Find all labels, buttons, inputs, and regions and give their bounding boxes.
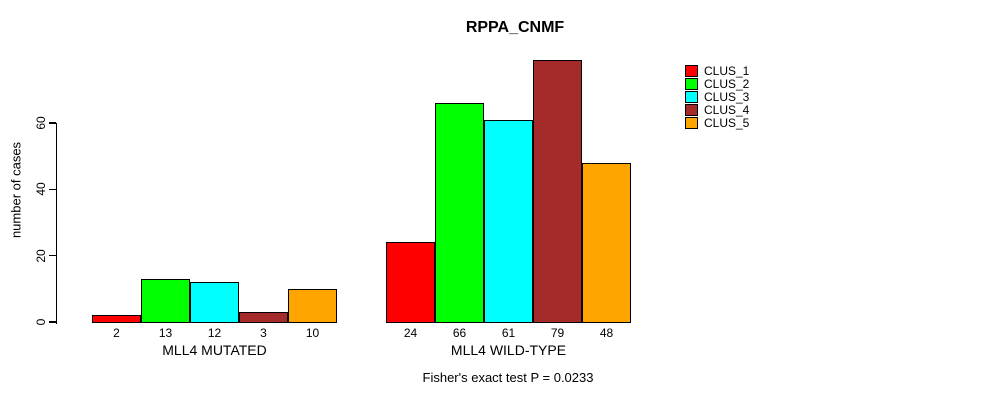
bar-value-label: 3 — [260, 326, 267, 340]
legend-label: CLUS_2 — [704, 77, 750, 92]
fisher-test-annotation: Fisher's exact test P = 0.0233 — [422, 370, 594, 385]
legend-swatch-clus-5-icon — [685, 116, 698, 129]
bar-clus_4-mutated — [239, 312, 288, 324]
bar-value-label: 13 — [158, 326, 173, 340]
bar-value-label: 10 — [305, 326, 320, 340]
y-axis-tick-label: 60 — [34, 116, 48, 130]
legend-swatch-clus-2-icon — [685, 78, 698, 91]
chart-title: RPPA_CNMF — [465, 19, 565, 36]
bar-clus_5-wild-type — [582, 162, 631, 324]
legend-item: CLUS_3 — [685, 89, 750, 104]
legend-label: CLUS_5 — [704, 115, 750, 130]
y-axis-tick — [48, 122, 56, 124]
legend-label: CLUS_4 — [704, 102, 750, 117]
bar-value-label: 79 — [550, 326, 565, 340]
bar-value-label: 66 — [452, 326, 467, 340]
y-axis-tick-label: 20 — [34, 248, 48, 263]
y-axis-tick — [48, 321, 56, 323]
legend-swatch-clus-4-icon — [685, 103, 698, 116]
y-axis-tick — [48, 254, 56, 257]
bar-value-label: 48 — [599, 326, 614, 340]
legend-swatch-clus-3-icon — [685, 90, 698, 103]
bar-clus_3-mutated — [190, 282, 239, 324]
y-axis-tick-label: 0 — [34, 318, 48, 326]
bar-clus_3-wild-type — [484, 119, 533, 324]
legend-item: CLUS_2 — [685, 78, 749, 91]
bar-value-label: 12 — [207, 326, 222, 340]
bar-clus_1-mutated — [92, 315, 141, 324]
y-axis-label: number of cases — [8, 141, 24, 239]
bar-value-label: 24 — [403, 326, 418, 340]
legend-item: CLUS_1 — [685, 65, 749, 78]
group-label: MLL4 MUTATED — [162, 342, 267, 358]
bar-value-label: 2 — [113, 326, 120, 340]
bar-clus_1-wild-type — [386, 242, 435, 324]
bar-clus_4-wild-type — [533, 59, 582, 324]
bar-clus_2-mutated — [141, 278, 190, 324]
legend: CLUS_1 CLUS_2 CLUS_3 CLUS_4 CLUS_5 — [685, 65, 749, 129]
y-axis-tick — [48, 188, 56, 191]
legend-item: CLUS_4 — [685, 103, 749, 116]
group-label: MLL4 WILD-TYPE — [450, 342, 567, 358]
y-axis-tick-label: 40 — [34, 182, 48, 197]
bar-clus_5-mutated — [288, 288, 337, 324]
legend-label: CLUS_1 — [704, 64, 750, 79]
legend-swatch-clus-1-icon — [685, 65, 698, 78]
legend-item: CLUS_5 — [685, 116, 749, 129]
y-axis-line — [55, 123, 57, 324]
bar-clus_2-wild-type — [435, 103, 484, 324]
legend-label: CLUS_3 — [704, 89, 750, 104]
bar-value-label: 61 — [501, 326, 516, 340]
